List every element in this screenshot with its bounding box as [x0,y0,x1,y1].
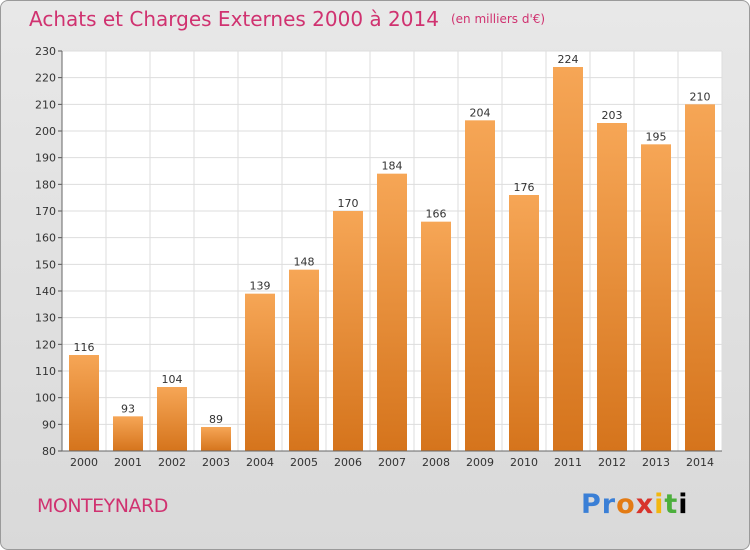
logo-letter: t [664,489,679,520]
logo-letter: o [616,489,636,520]
x-tick-label: 2014 [686,456,714,469]
x-tick-label: 2007 [378,456,406,469]
x-tick-label: 2011 [554,456,582,469]
y-tick-label: 230 [35,45,56,58]
x-tick-label: 2013 [642,456,670,469]
x-tick-label: 2006 [334,456,362,469]
value-label: 166 [426,208,447,221]
value-label: 210 [690,90,711,103]
value-label: 139 [250,280,271,293]
x-tick-label: 2010 [510,456,538,469]
x-tick-label: 2002 [158,456,186,469]
chart-title: Achats et Charges Externes 2000 à 2014 (e… [29,7,545,31]
value-label: 184 [382,160,403,173]
x-tick-label: 2001 [114,456,142,469]
logo-letter: i [654,489,665,520]
value-label: 170 [338,197,359,210]
value-label: 195 [646,130,667,143]
bar-2000 [69,355,99,451]
value-label: 93 [121,402,135,415]
y-tick-label: 220 [35,72,56,85]
bar-2001 [113,416,143,451]
y-tick-label: 100 [35,392,56,405]
bar-2004 [245,293,275,451]
y-tick-label: 90 [42,418,56,431]
bar-2006 [333,211,363,451]
bar-2007 [377,173,407,451]
bar-2013 [641,144,671,452]
value-label: 176 [514,181,535,194]
bar-2011 [553,67,583,451]
y-tick-label: 180 [35,178,56,191]
x-tick-label: 2005 [290,456,318,469]
value-label: 104 [162,373,183,386]
bar-2014 [685,104,715,451]
y-tick-label: 120 [35,338,56,351]
y-tick-label: 140 [35,285,56,298]
value-label: 148 [294,256,315,269]
value-label: 204 [470,106,491,119]
bar-2005 [289,269,319,451]
y-tick-label: 210 [35,98,56,111]
value-label: 89 [209,413,223,426]
value-label: 116 [74,341,95,354]
y-tick-label: 130 [35,312,56,325]
proxiti-logo: Proxiti [581,489,689,520]
y-tick-label: 160 [35,232,56,245]
y-tick-label: 200 [35,125,56,138]
bar-2009 [465,120,495,451]
title-text: Achats et Charges Externes 2000 à 2014 [29,7,439,31]
x-tick-label: 2004 [246,456,274,469]
bar-2003 [201,427,231,451]
logo-letter: x [635,489,655,520]
x-tick-label: 2012 [598,456,626,469]
x-tick-label: 2003 [202,456,230,469]
y-tick-label: 190 [35,152,56,165]
x-tick-label: 2009 [466,456,494,469]
bar-2008 [421,221,451,451]
logo-letter: r [601,489,617,520]
bar-2002 [157,387,187,451]
y-tick-label: 170 [35,205,56,218]
commune-name: MONTEYNARD [37,495,168,517]
y-tick-label: 150 [35,258,56,271]
x-tick-label: 2008 [422,456,450,469]
bar-2012 [597,123,627,451]
y-tick-label: 80 [42,445,56,458]
bars: 116 93 104 89 139 148 170 184 166 204 176 224 203 195… [69,53,715,452]
logo-letter: i [678,489,689,520]
x-tick-label: 2000 [70,456,98,469]
bar-2010 [509,195,539,451]
logo-letter: P [581,489,602,520]
value-label: 224 [558,53,579,66]
unit-label: (en milliers d'€) [450,12,546,26]
y-tick-label: 110 [35,365,56,378]
axes: 8090100110120130140150160170180190200210… [35,45,722,469]
value-label: 203 [602,109,623,122]
